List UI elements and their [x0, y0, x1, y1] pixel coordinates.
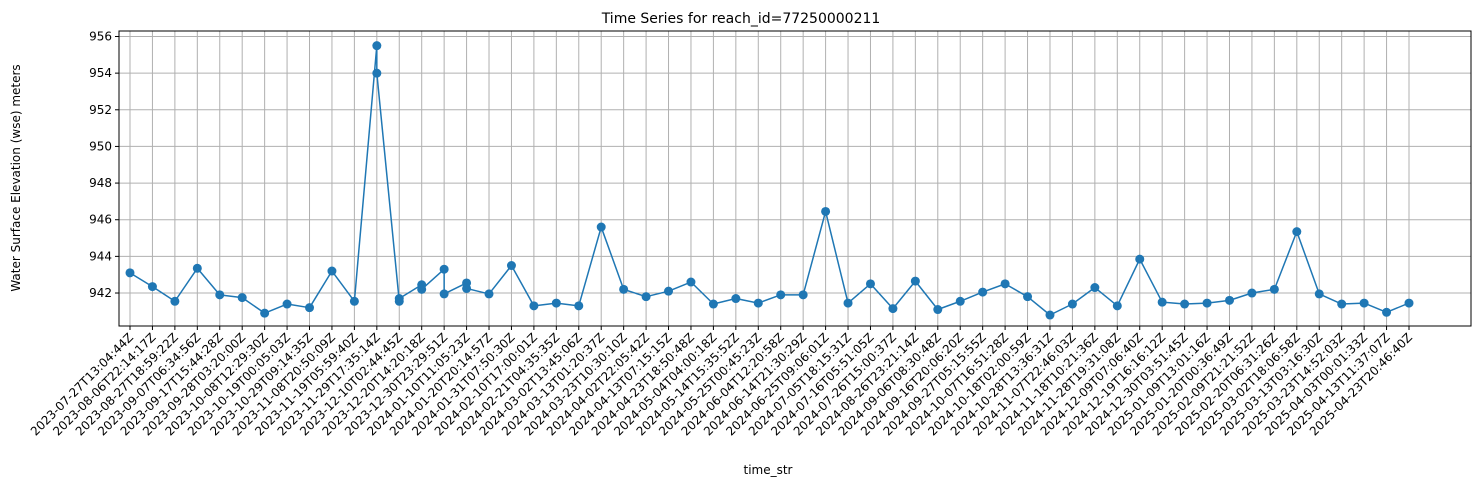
data-point: [506, 261, 516, 271]
data-point: [641, 292, 651, 302]
data-point: [955, 296, 965, 306]
y-tick-label: 948: [89, 176, 112, 190]
data-point: [439, 289, 449, 299]
y-tick-label: 942: [89, 286, 112, 300]
data-point: [776, 290, 786, 300]
data-point: [619, 284, 629, 294]
data-point: [798, 290, 808, 300]
data-point: [1292, 227, 1302, 237]
data-point: [305, 303, 315, 313]
data-point: [1404, 298, 1414, 308]
data-point: [1180, 299, 1190, 309]
data-point: [1000, 279, 1010, 289]
data-point: [596, 222, 606, 232]
data-point: [821, 206, 831, 216]
y-tick-label: 950: [89, 139, 112, 153]
data-point: [1112, 301, 1122, 311]
data-point: [708, 299, 718, 309]
data-point: [1314, 289, 1324, 299]
data-point: [574, 301, 584, 311]
data-point: [664, 286, 674, 296]
data-point: [349, 296, 359, 306]
data-point: [327, 266, 337, 276]
data-point: [417, 284, 427, 294]
data-point: [1247, 288, 1257, 298]
data-point: [843, 298, 853, 308]
data-point: [910, 276, 920, 286]
data-point: [1202, 298, 1212, 308]
data-point: [237, 293, 247, 303]
chart-title: Time Series for reach_id=77250000211: [601, 11, 881, 27]
data-point: [1090, 283, 1100, 293]
plot-border: [118, 30, 1472, 327]
data-point: [1157, 297, 1167, 307]
y-axis-ticks: 942 944 946 948 950 952 954 956: [89, 29, 119, 300]
data-point: [1224, 295, 1234, 305]
data-point: [1337, 299, 1347, 309]
y-tick-label: 954: [89, 66, 112, 80]
data-point: [125, 268, 135, 278]
data-point: [529, 301, 539, 311]
data-point: [1067, 299, 1077, 309]
data-point: [1135, 254, 1145, 264]
x-axis-label: time_str: [743, 463, 792, 477]
data-point: [731, 294, 741, 304]
data-point: [933, 305, 943, 315]
data-point: [865, 279, 875, 289]
plot-area: [119, 31, 1471, 326]
data-point: [462, 283, 472, 293]
data-point: [551, 298, 561, 308]
data-point: [978, 287, 988, 297]
data-point: [372, 68, 382, 78]
y-axis-label: Water Surface Elevation (wse) meters: [9, 64, 23, 291]
data-point: [888, 304, 898, 314]
data-point: [1023, 292, 1033, 302]
data-point: [215, 290, 225, 300]
series-line-group: [125, 41, 1414, 320]
y-tick-label: 944: [89, 249, 112, 263]
data-point: [753, 298, 763, 308]
data-point: [192, 263, 202, 273]
y-tick-label: 952: [89, 103, 112, 117]
y-tick-label: 946: [89, 213, 112, 227]
data-point: [484, 289, 494, 299]
y-tick-label: 956: [89, 29, 112, 43]
data-point: [260, 308, 270, 318]
data-point: [170, 296, 180, 306]
data-point: [147, 282, 157, 292]
data-point: [1359, 298, 1369, 308]
data-point: [686, 277, 696, 287]
data-point: [372, 41, 382, 51]
data-point: [439, 264, 449, 274]
data-point: [1045, 310, 1055, 320]
data-point: [282, 299, 292, 309]
data-point: [1269, 284, 1279, 294]
data-point: [394, 294, 404, 304]
x-axis-ticks: 2023-07-27T13:04:44Z2023-08-06T22:14:17Z…: [28, 326, 1415, 439]
data-point: [1382, 307, 1392, 317]
